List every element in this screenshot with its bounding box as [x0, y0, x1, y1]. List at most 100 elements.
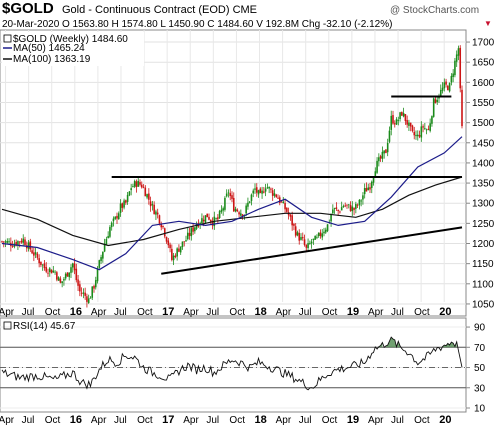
x-tick-label: 18: [255, 306, 267, 318]
candle-body: [351, 206, 354, 212]
x-tick-label: 20: [439, 414, 451, 426]
candle-body: [80, 292, 83, 294]
candle-body: [192, 227, 194, 232]
x-tick-label: 17: [162, 414, 174, 426]
candle-body: [100, 257, 102, 261]
candle-body: [158, 215, 161, 224]
candle-body: [261, 190, 263, 194]
candle-body: [183, 241, 186, 243]
candle-body: [206, 213, 209, 218]
candle-body: [188, 233, 191, 236]
candle-body: [385, 149, 387, 154]
candle-body: [66, 272, 69, 277]
x-tick-label: 17: [162, 306, 174, 318]
change-down-icon: ▼: [484, 19, 492, 28]
rsi-y-tick-label: 50: [474, 363, 486, 374]
candle-body: [121, 203, 124, 208]
candle-body: [248, 201, 251, 203]
candle-body: [401, 112, 403, 116]
candle-body: [149, 201, 152, 207]
candle-body: [190, 228, 193, 237]
candle-body: [298, 232, 301, 241]
candle-body: [418, 135, 421, 137]
x-tick-label: Oct: [137, 307, 153, 318]
main-y-axis: 1050 1100 1150 1200 1250 1300 1350 1400 1450 1500…: [466, 38, 494, 310]
candle-body: [316, 236, 318, 238]
moving-averages: [1, 136, 463, 271]
x-tick-label: Jul: [206, 415, 219, 426]
candle-body: [1, 241, 3, 243]
candle-body: [392, 115, 394, 124]
candle-body: [140, 184, 143, 188]
rsi-y-tick-label: 10: [474, 404, 486, 415]
candle-body: [381, 151, 384, 159]
candle-body: [307, 243, 309, 249]
candle-body: [360, 200, 362, 202]
candle-body: [54, 271, 56, 273]
candle-body: [376, 160, 378, 173]
candle-body: [413, 131, 416, 136]
y-tick-label: 1050: [472, 299, 494, 310]
candle-body: [84, 292, 86, 296]
candle-body: [409, 122, 412, 127]
candle-body: [337, 209, 339, 212]
x-tick-label: Apr: [276, 415, 292, 426]
candle-body: [332, 209, 334, 214]
x-tick-label: Oct: [137, 415, 153, 426]
candle-body: [383, 150, 385, 154]
candle-body: [50, 269, 53, 274]
candle-body: [144, 187, 147, 197]
symbol-title: $GOLD: [2, 0, 54, 17]
candle-body: [79, 284, 81, 292]
candle-body: [2, 241, 5, 243]
rsi-legend-label: RSI(14) 45.67: [13, 321, 76, 332]
candle-body: [231, 195, 233, 199]
candle-body: [454, 60, 456, 76]
bottom-x-axis: Apr Jul Oct 16 Apr Jul Oct 17 Apr Jul Oct 18 Apr Jul O…: [0, 414, 451, 426]
y-tick-label: 1150: [472, 259, 494, 270]
legend-main-swatch: [3, 34, 12, 43]
candle-body: [317, 232, 320, 237]
candle-body: [8, 241, 10, 243]
candle-body: [268, 187, 270, 189]
candle-body: [71, 263, 74, 268]
candle-body: [284, 202, 286, 210]
candle-body: [441, 87, 444, 91]
candle-body: [335, 207, 338, 210]
candle-body: [102, 251, 104, 259]
x-tick-label: Apr: [183, 415, 199, 426]
candle-body: [40, 261, 42, 266]
ma50-line: [1, 136, 463, 271]
candle-body: [109, 227, 111, 237]
candle-body: [344, 205, 347, 207]
candle-body: [82, 292, 85, 294]
contract-name: Gold - Continuous Contract (EOD) CME: [62, 4, 258, 16]
x-tick-label: Oct: [229, 307, 245, 318]
candle-body: [64, 273, 67, 279]
candle-body: [270, 188, 272, 190]
y-tick-label: 1250: [472, 219, 494, 230]
candle-body: [303, 239, 306, 245]
candle-body: [415, 134, 417, 137]
candle-body: [130, 188, 132, 191]
x-tick-label: Jul: [22, 307, 35, 318]
candle-body: [439, 89, 442, 97]
candle-body: [91, 286, 94, 298]
quote-date: 20-Mar-2020: [2, 19, 60, 30]
x-tick-label: Apr: [183, 307, 199, 318]
candle-body: [139, 182, 141, 185]
candle-body: [234, 208, 237, 212]
candle-body: [103, 243, 106, 252]
candle-body: [29, 241, 32, 250]
candle-body: [132, 186, 134, 188]
candle-body: [250, 194, 253, 201]
candle-body: [254, 188, 256, 190]
candle-body: [174, 255, 177, 258]
candle-body: [356, 204, 359, 206]
y-tick-label: 1500: [472, 118, 494, 129]
candle-body: [160, 224, 163, 228]
x-tick-label: Oct: [322, 307, 338, 318]
candle-body: [420, 126, 423, 138]
candle-body: [112, 218, 115, 222]
